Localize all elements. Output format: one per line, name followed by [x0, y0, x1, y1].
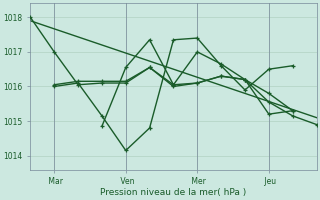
- X-axis label: Pression niveau de la mer( hPa ): Pression niveau de la mer( hPa ): [100, 188, 247, 197]
